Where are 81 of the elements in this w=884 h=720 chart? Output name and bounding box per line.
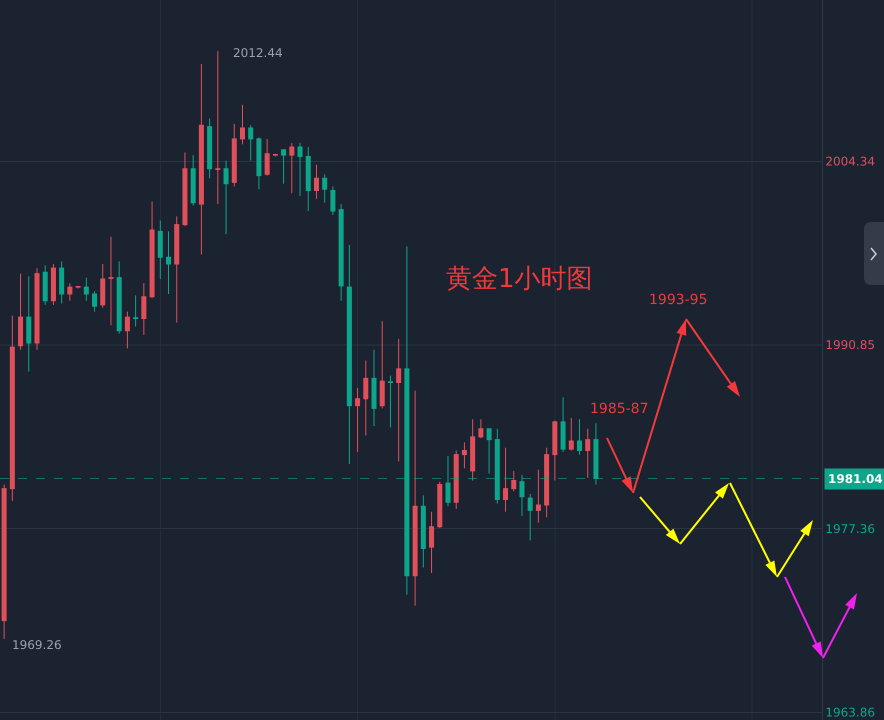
y-tick-label: 1990.85 [825, 338, 876, 352]
candlestick [34, 268, 40, 350]
candlestick [215, 50, 220, 205]
candlestick [2, 484, 7, 640]
candlestick [314, 164, 319, 200]
candlestick [437, 481, 442, 529]
candlestick [224, 160, 229, 235]
candlestick [372, 349, 377, 427]
candlestick [560, 396, 566, 452]
candlestick [10, 315, 15, 502]
candlestick [412, 390, 418, 606]
candlestick [552, 420, 558, 481]
candlestick [470, 418, 476, 481]
candlestick [388, 375, 393, 428]
candlestick [420, 494, 426, 568]
candlestick [100, 264, 106, 308]
candlestick [306, 146, 311, 212]
candlestick [577, 418, 582, 456]
y-tick-label: 1963.86 [825, 706, 876, 720]
candlestick [108, 236, 114, 326]
candlestick [585, 428, 590, 478]
candlestick [198, 63, 204, 256]
candlestick [182, 152, 188, 226]
candlestick [42, 264, 48, 306]
candlestick [141, 282, 146, 336]
candlestick [494, 428, 500, 504]
candlestick [396, 338, 402, 462]
candlestick [150, 200, 155, 299]
y-tick-label: 2004.34 [825, 154, 876, 169]
candlestick [124, 311, 130, 349]
candlestick [568, 417, 574, 452]
annotation: 1993-95 [649, 292, 708, 308]
candlestick [281, 149, 286, 184]
candlestick [84, 277, 89, 302]
annotation: 2012.44 [233, 46, 283, 60]
candlestick [207, 118, 212, 179]
candlestick [593, 422, 598, 486]
candlestick [454, 450, 459, 510]
annotation: 1985-87 [590, 401, 648, 417]
candlestick [158, 220, 163, 280]
candlestick [445, 455, 450, 507]
candlestick [59, 260, 64, 304]
annotation: 1969.26 [12, 638, 62, 652]
candlestick [50, 264, 56, 306]
candlestick [519, 474, 524, 516]
candlestick [462, 442, 467, 469]
candlestick [232, 123, 237, 187]
candlestick [338, 204, 344, 302]
candlestick [404, 246, 410, 596]
candlestick [133, 294, 138, 328]
candlestick [380, 320, 385, 409]
candlestick [298, 142, 303, 196]
candlestick [355, 387, 360, 452]
candlestick [18, 273, 24, 350]
candlestick [92, 290, 98, 312]
candlestick [26, 276, 32, 372]
candlestick [116, 260, 122, 334]
candlestick [166, 230, 172, 294]
candlestick [248, 124, 254, 162]
candlestick [503, 447, 508, 512]
candlestick [240, 104, 245, 145]
candlestick [190, 154, 196, 206]
candlestick [544, 447, 550, 518]
candlestick [322, 174, 328, 204]
candlestick [511, 470, 516, 492]
candlestick [289, 142, 294, 194]
ref-line-label: 1981.04 [828, 472, 883, 486]
candlestick [264, 138, 270, 176]
annotation: 黄金1小时图 [446, 264, 593, 294]
candlestick [67, 282, 72, 302]
candlestick [363, 360, 368, 436]
candlestick [256, 136, 262, 190]
candlestick [330, 186, 336, 216]
y-tick-label: 1977.36 [825, 522, 876, 536]
candlestick [429, 511, 434, 574]
candlestick [346, 244, 352, 465]
candlestick [536, 469, 541, 524]
candlestick [486, 428, 492, 474]
candlestick [174, 216, 180, 324]
candlestick [528, 494, 533, 541]
candlestick [478, 418, 484, 439]
